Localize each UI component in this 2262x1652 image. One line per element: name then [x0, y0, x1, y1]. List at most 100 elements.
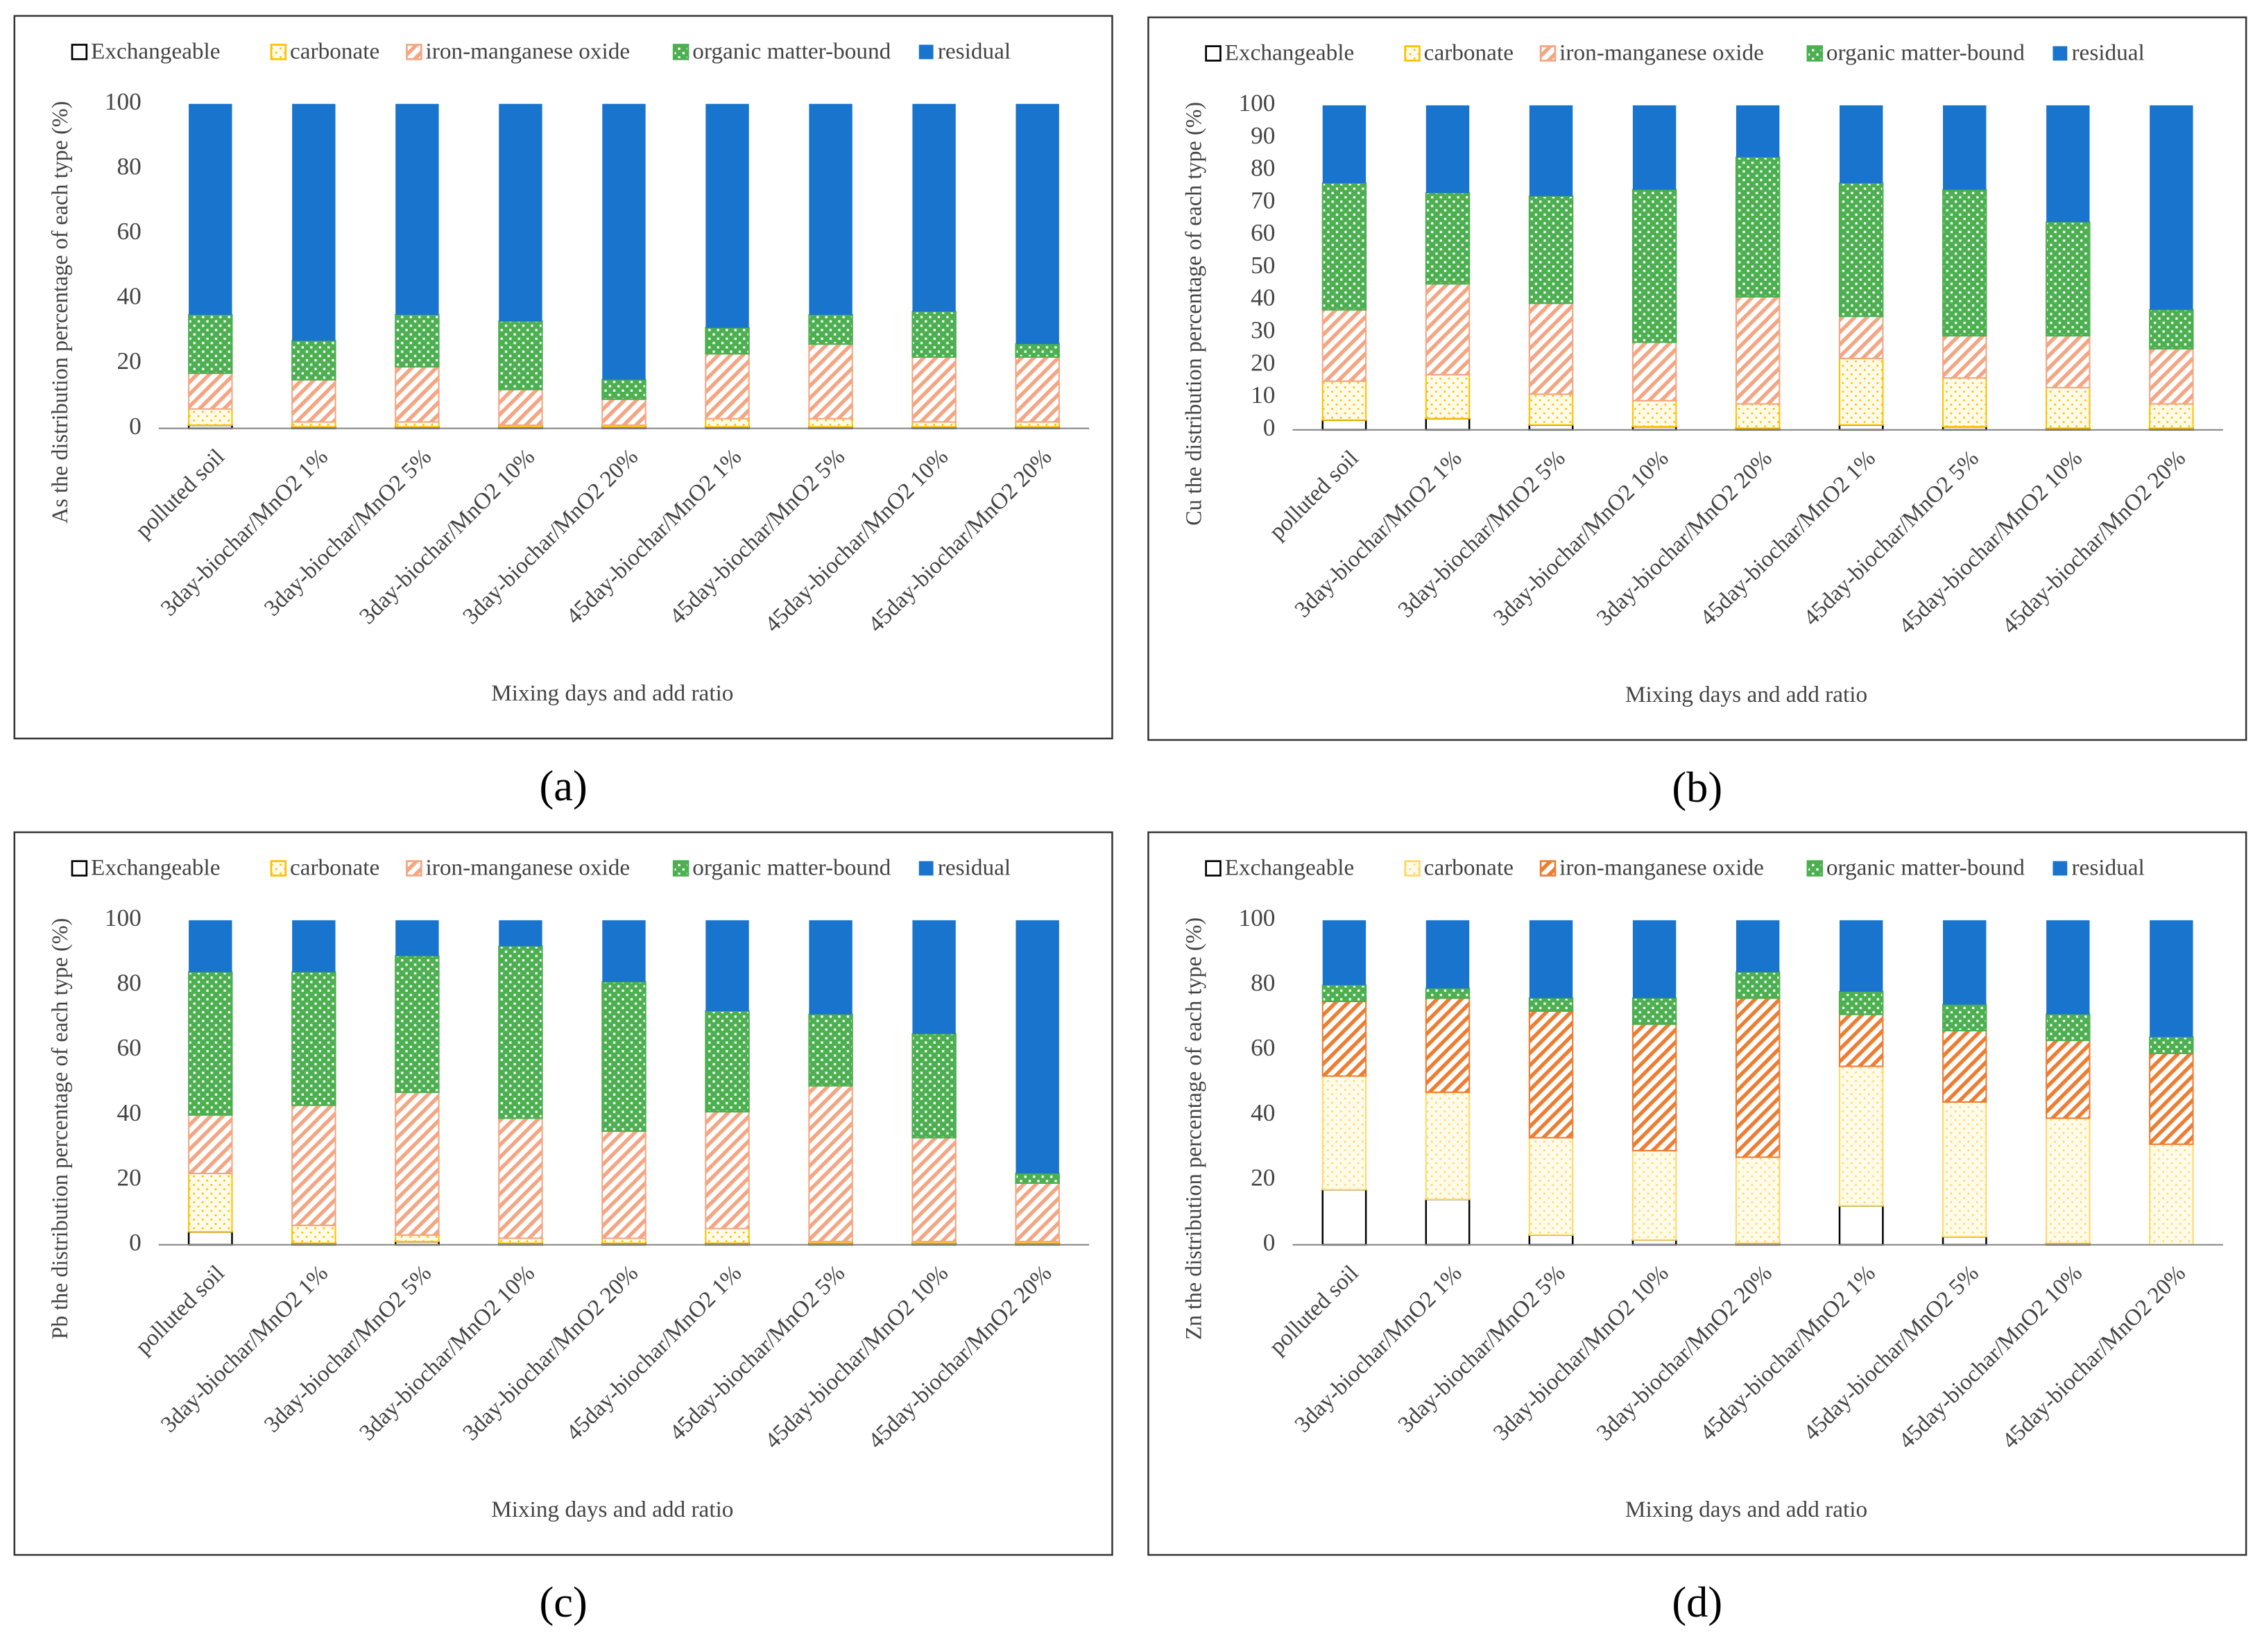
- x-tick-label: 3day-biochar/MnO2 20%: [1592, 445, 1777, 630]
- bar-segment: [705, 1110, 750, 1230]
- y-tick-label: 20: [117, 1163, 141, 1191]
- bar-segment: [1838, 315, 1884, 359]
- bar-segment: [188, 408, 233, 427]
- bar-segment: [1015, 1172, 1060, 1184]
- bar-segment: [912, 920, 956, 1034]
- y-tick-label: 0: [1263, 1228, 1276, 1256]
- bar-segment: [1631, 189, 1677, 343]
- bar-segment: [705, 353, 750, 420]
- bar-segment: [1322, 105, 1366, 184]
- legend-label: organic matter-bound: [692, 39, 891, 64]
- bar-segment: [705, 103, 749, 328]
- panel-label: (d): [1672, 1578, 1722, 1626]
- bar-segment: [291, 379, 336, 423]
- bar-segment: [189, 103, 232, 315]
- x-tick-label: 45day-biochar/MnO2 10%: [1894, 445, 2087, 639]
- legend-label: carbonate: [290, 855, 379, 881]
- bar-segment: [1321, 984, 1367, 1002]
- y-axis-title: As the distribution percentage of each t…: [47, 101, 72, 524]
- bar-segment: [1838, 990, 1884, 1015]
- bar-segment: [1735, 295, 1781, 405]
- bar-segment: [1321, 1189, 1367, 1246]
- legend-swatch: [1806, 860, 1824, 877]
- bar-segment: [1015, 343, 1060, 358]
- legend-swatch: [1806, 45, 1824, 62]
- x-tick-label: 45day-biochar/MnO2 5%: [1799, 445, 1984, 630]
- bar-segment: [1735, 971, 1781, 999]
- y-tick-label: 0: [1263, 413, 1276, 441]
- x-tick-label: polluted soil: [130, 444, 230, 543]
- bar-segment: [188, 313, 233, 375]
- x-tick-label: 45day-biochar/MnO2 10%: [1894, 1260, 2087, 1454]
- legend-label: carbonate: [290, 39, 379, 64]
- y-tick-label: 60: [117, 1033, 141, 1061]
- x-tick-label: 45day-biochar/MnO2 10%: [760, 1260, 953, 1454]
- x-tick-label: polluted soil: [130, 1260, 230, 1359]
- panel: Exchangeable carbonate iron-manganese oxid…: [13, 831, 1113, 1626]
- bar-segment: [705, 1228, 750, 1244]
- bar-segment: [188, 1114, 233, 1174]
- legend-label: residual: [938, 855, 1011, 881]
- legend-swatch: [1539, 860, 1557, 877]
- bar-segment: [1735, 997, 1781, 1158]
- bar-segment: [1942, 1101, 1987, 1238]
- bar-segment: [808, 1085, 853, 1243]
- y-tick-label: 40: [117, 1099, 141, 1126]
- bar-segment: [1942, 189, 1987, 337]
- x-axis-title: Mixing days and add ratio: [1625, 1497, 1867, 1522]
- bar-segment: [911, 1033, 957, 1139]
- bar-segment: [1528, 424, 1574, 431]
- x-tick-label: 45day-biochar/MnO2 20%: [1997, 1260, 2191, 1454]
- bar-segment: [499, 920, 542, 947]
- bar-segment: [705, 920, 749, 1011]
- bar-segment: [1425, 418, 1471, 431]
- y-tick-label: 0: [129, 1228, 142, 1256]
- bar-segment: [2150, 105, 2193, 310]
- legend-label: carbonate: [1424, 40, 1514, 66]
- bar-segment: [1631, 1239, 1677, 1246]
- bar-segment: [1943, 105, 1987, 190]
- legend-swatch: [270, 44, 287, 60]
- x-tick-label: 45day-biochar/MnO2 20%: [863, 444, 1056, 637]
- bar-segment: [1528, 195, 1574, 304]
- bar-segment: [601, 1130, 646, 1239]
- x-tick-label: 3day-biochar/MnO2 1%: [156, 444, 333, 621]
- legend-label: iron-manganese oxide: [1559, 855, 1764, 881]
- bar-segment: [1838, 1205, 1884, 1246]
- bar-segment: [395, 365, 440, 423]
- legend-swatch: [71, 44, 88, 60]
- bar-segment: [2150, 920, 2193, 1038]
- bar-segment: [498, 945, 543, 1119]
- x-tick-label: 45day-biochar/MnO2 5%: [1799, 1260, 1984, 1445]
- y-tick-label: 70: [1251, 186, 1275, 214]
- bar-segment: [1425, 988, 1471, 999]
- x-axis-title: Mixing days and add ratio: [1625, 682, 1867, 707]
- bar-segment: [809, 103, 852, 315]
- legend-label: organic matter-bound: [1826, 40, 2025, 66]
- x-tick-label: 3day-biochar/MnO2 5%: [259, 1260, 436, 1437]
- x-tick-label: 3day-biochar/MnO2 20%: [1592, 1260, 1777, 1445]
- legend-swatch: [406, 44, 422, 60]
- legend-swatch: [1539, 45, 1557, 62]
- x-tick-label: 45day-biochar/MnO2 20%: [1997, 445, 2191, 639]
- panel-label: (a): [540, 762, 588, 810]
- x-tick-label: 45day-biochar/MnO2 1%: [561, 444, 746, 629]
- bar-segment: [2046, 1040, 2091, 1119]
- x-tick-label: 3day-biochar/MnO2 5%: [259, 444, 436, 621]
- legend-label: Exchangeable: [1225, 40, 1355, 66]
- legend-swatch: [270, 860, 287, 877]
- y-tick-label: 80: [1251, 969, 1275, 997]
- bar-segment: [1631, 341, 1677, 402]
- panel: Exchangeable carbonate iron-manganese oxid…: [1147, 831, 2247, 1626]
- y-tick-label: 10: [1251, 381, 1275, 408]
- bar-segment: [911, 421, 957, 428]
- bar-segment: [808, 343, 853, 420]
- bar-segment: [187, 1230, 233, 1246]
- bar-segment: [291, 1224, 336, 1244]
- panel-frame: [1147, 16, 2247, 741]
- bar-segment: [395, 1234, 440, 1243]
- bar-segment: [1942, 377, 1987, 428]
- bar-segment: [498, 1117, 543, 1239]
- bar-segment: [1015, 421, 1060, 428]
- bar-segment: [601, 398, 646, 427]
